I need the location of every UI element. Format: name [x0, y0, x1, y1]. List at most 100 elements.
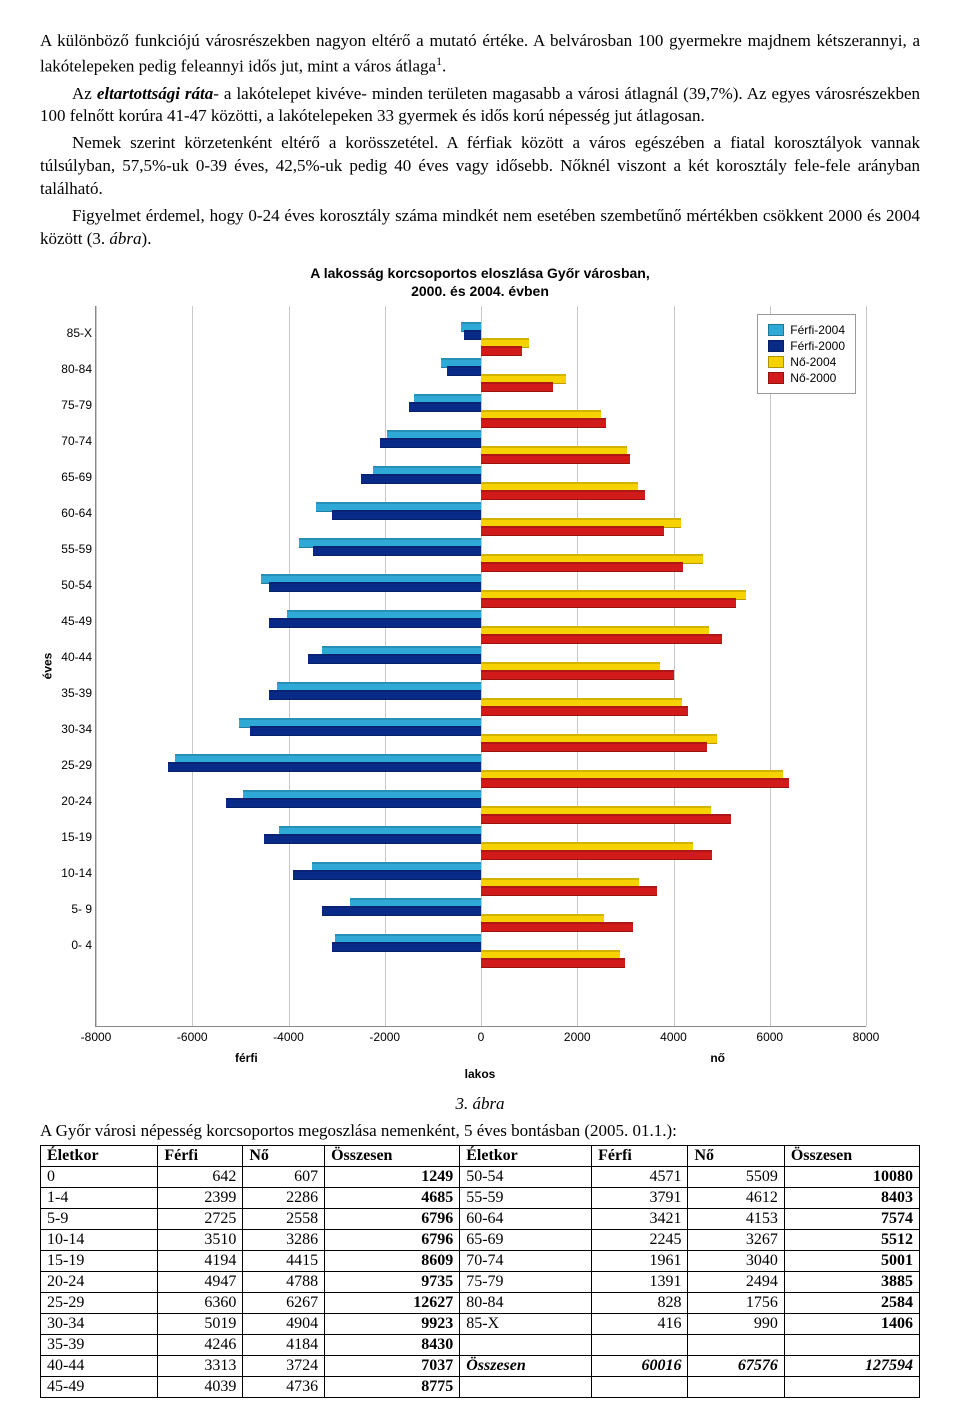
table-cell: 607: [243, 1166, 325, 1187]
y-tick-label: 60-64: [48, 506, 92, 520]
table-header-cell: Összesen: [784, 1145, 919, 1166]
table-cell: 4571: [592, 1166, 688, 1187]
y-tick-label: 40-44: [48, 650, 92, 664]
table-cell: 3286: [243, 1229, 325, 1250]
table-cell: 12627: [325, 1292, 460, 1313]
x-tick-label: 6000: [756, 1030, 783, 1044]
pyramid-row: 45-49: [96, 608, 866, 644]
legend-item: Nő-2000: [768, 371, 845, 385]
table-header-row: ÉletkorFérfiNőÖsszesenÉletkorFérfiNőÖssz…: [41, 1145, 920, 1166]
table-cell: 4194: [158, 1250, 243, 1271]
table-cell: 25-29: [41, 1292, 158, 1313]
y-tick-label: 35-39: [48, 686, 92, 700]
table-header-cell: Összesen: [325, 1145, 460, 1166]
table-cell: 6360: [158, 1292, 243, 1313]
table-cell: 6267: [243, 1292, 325, 1313]
legend-label: Férfi-2000: [790, 339, 845, 353]
x-tick-label: -6000: [177, 1030, 208, 1044]
table-title: A Győr városi népesség korcsoportos mego…: [40, 1120, 920, 1143]
table-cell: 4736: [243, 1376, 325, 1397]
bar-no_2000: [481, 958, 625, 968]
chart-title-line1: A lakosság korcsoportos eloszlása Győr v…: [310, 265, 650, 281]
table-cell: 0: [41, 1166, 158, 1187]
bar-ferfi_2000: [380, 438, 481, 448]
x-center-label: lakos: [95, 1067, 865, 1081]
legend-label: Férfi-2004: [790, 323, 845, 337]
table-cell: 8775: [325, 1376, 460, 1397]
y-tick-label: 25-29: [48, 758, 92, 772]
pyramid-row: 30-34: [96, 716, 866, 752]
bar-ferfi_2000: [464, 330, 481, 340]
table-cell: 5509: [688, 1166, 784, 1187]
p4-c: ).: [142, 229, 152, 248]
x-right-label: nő: [710, 1051, 725, 1065]
pyramid-row: 0- 4: [96, 932, 866, 968]
table-cell: 6796: [325, 1229, 460, 1250]
table-row: 35-39424641848430: [41, 1334, 920, 1355]
table-cell: 3724: [243, 1355, 325, 1376]
table-cell: 85-X: [460, 1313, 592, 1334]
bar-no_2000: [481, 670, 674, 680]
table-cell: 4904: [243, 1313, 325, 1334]
table-cell: 7574: [784, 1208, 919, 1229]
legend-swatch: [768, 372, 784, 384]
table-row: 1-423992286468555-59379146128403: [41, 1187, 920, 1208]
pyramid-row: 35-39: [96, 680, 866, 716]
table-cell: 55-59: [460, 1187, 592, 1208]
p4-b: ábra: [109, 229, 141, 248]
table-row: 20-2449474788973575-79139124943885: [41, 1271, 920, 1292]
table-cell: 3313: [158, 1355, 243, 1376]
table-cell: 3267: [688, 1229, 784, 1250]
table-cell: 4153: [688, 1208, 784, 1229]
paragraph-2: Az eltartottsági ráta- a lakótelepet kiv…: [40, 83, 920, 129]
bar-ferfi_2000: [361, 474, 481, 484]
table-cell: [784, 1376, 919, 1397]
table-cell: 70-74: [460, 1250, 592, 1271]
legend-label: Nő-2000: [790, 371, 836, 385]
x-tick-label: 0: [478, 1030, 485, 1044]
bar-ferfi_2000: [269, 690, 481, 700]
table-cell: [592, 1334, 688, 1355]
legend-item: Férfi-2000: [768, 339, 845, 353]
gridline: [866, 306, 867, 1026]
bar-no_2000: [481, 850, 712, 860]
pyramid-row: 40-44: [96, 644, 866, 680]
table-cell: 7037: [325, 1355, 460, 1376]
table-cell: 1961: [592, 1250, 688, 1271]
pyramid-row: 85-X: [96, 320, 866, 356]
table-cell: 75-79: [460, 1271, 592, 1292]
table-cell: 4947: [158, 1271, 243, 1292]
pyramid-row: 50-54: [96, 572, 866, 608]
table-cell: 4039: [158, 1376, 243, 1397]
x-tick-label: 2000: [564, 1030, 591, 1044]
table-cell: 4685: [325, 1187, 460, 1208]
table-cell: 3510: [158, 1229, 243, 1250]
table-cell: 45-49: [41, 1376, 158, 1397]
table-cell: 3421: [592, 1208, 688, 1229]
table-cell: 5001: [784, 1250, 919, 1271]
legend-label: Nő-2004: [790, 355, 836, 369]
bar-no_2000: [481, 562, 683, 572]
bar-no_2000: [481, 634, 722, 644]
paragraph-4: Figyelmet érdemel, hogy 0-24 éves korosz…: [40, 205, 920, 251]
p1-text-b: .: [442, 57, 446, 76]
table-cell: [592, 1376, 688, 1397]
table-cell: 1-4: [41, 1187, 158, 1208]
pyramid-row: 60-64: [96, 500, 866, 536]
x-axis-side-labels: férfi nő: [235, 1051, 725, 1065]
table-cell: [688, 1334, 784, 1355]
table-cell: 3791: [592, 1187, 688, 1208]
bar-no_2000: [481, 814, 731, 824]
y-tick-label: 80-84: [48, 362, 92, 376]
pyramid-row: 15-19: [96, 824, 866, 860]
y-tick-label: 50-54: [48, 578, 92, 592]
legend-swatch: [768, 356, 784, 368]
bar-ferfi_2000: [332, 942, 481, 952]
table-cell: 3040: [688, 1250, 784, 1271]
x-left-label: férfi: [235, 1051, 258, 1065]
legend-swatch: [768, 324, 784, 336]
p4-a: Figyelmet érdemel, hogy 0-24 éves korosz…: [40, 206, 920, 248]
pyramid-row: 10-14: [96, 860, 866, 896]
p2-a: Az: [72, 84, 97, 103]
table-cell: 35-39: [41, 1334, 158, 1355]
